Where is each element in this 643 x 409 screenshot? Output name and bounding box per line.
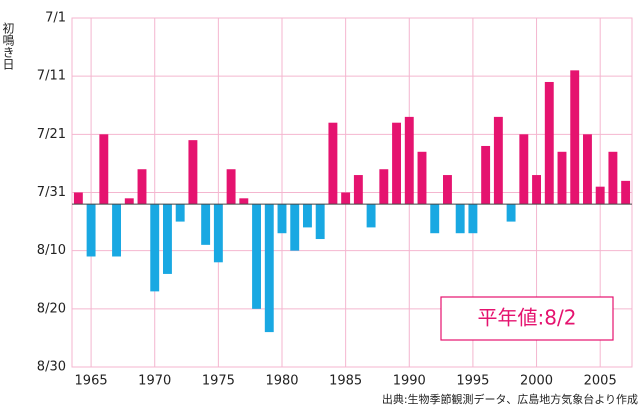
y-tick-label: 7/31 xyxy=(37,185,66,200)
y-tick-label: 7/21 xyxy=(37,127,66,142)
bar xyxy=(163,204,172,274)
bar xyxy=(443,175,452,205)
bar xyxy=(468,204,478,234)
bar xyxy=(226,169,236,205)
bar xyxy=(392,122,401,205)
source-note: 出典:生物季節観測データ、広島地方気象台より作成 xyxy=(382,392,638,406)
bar xyxy=(404,116,414,205)
y-tick-label: 8/30 xyxy=(37,360,66,375)
bar xyxy=(86,204,96,257)
bar xyxy=(519,134,529,205)
bar xyxy=(112,204,121,257)
annotation: 平年値:8/2 xyxy=(478,306,577,330)
bar xyxy=(239,198,249,205)
x-tick-label: 1990 xyxy=(393,374,426,389)
x-tick-label: 2005 xyxy=(584,374,617,389)
bar xyxy=(595,186,605,205)
x-tick-label: 1985 xyxy=(329,374,362,389)
bar xyxy=(532,175,541,205)
bar xyxy=(430,204,440,234)
y-tick-label: 8/10 xyxy=(37,243,66,258)
bar xyxy=(557,151,567,205)
x-tick-label: 1995 xyxy=(456,374,489,389)
bar xyxy=(455,204,465,234)
bar xyxy=(124,198,134,205)
bar xyxy=(264,204,274,333)
y-tick-label: 7/11 xyxy=(37,69,66,84)
bar xyxy=(137,169,147,205)
bar xyxy=(175,204,185,222)
plot-frame xyxy=(71,17,633,368)
bar xyxy=(583,134,592,205)
bar xyxy=(213,204,223,263)
bar xyxy=(188,140,198,205)
bar xyxy=(252,204,261,309)
bar xyxy=(366,204,376,228)
y-tick-label: 7/1 xyxy=(45,11,66,26)
x-tick-label: 2000 xyxy=(520,374,553,389)
bar xyxy=(99,134,109,205)
x-tick-label: 1970 xyxy=(138,374,171,389)
y-tick-label: 8/20 xyxy=(37,301,66,316)
bar xyxy=(493,116,503,205)
bar xyxy=(328,122,338,205)
bar xyxy=(277,204,287,234)
x-tick-label: 1980 xyxy=(265,374,298,389)
bar xyxy=(379,169,389,205)
bar xyxy=(506,204,516,222)
bar xyxy=(544,81,554,205)
bar xyxy=(303,204,312,228)
bar xyxy=(290,204,300,251)
bar xyxy=(608,151,618,205)
x-tick-label: 1965 xyxy=(75,374,108,389)
bar xyxy=(481,145,491,205)
bar xyxy=(341,192,351,205)
bar xyxy=(150,204,160,292)
bar xyxy=(315,204,325,240)
bar xyxy=(73,192,83,205)
bar xyxy=(621,180,631,205)
x-tick-label: 1975 xyxy=(202,374,235,389)
bar xyxy=(570,70,580,205)
y-axis-label: 初鳴き日 xyxy=(1,22,15,70)
bar xyxy=(201,204,211,245)
bar xyxy=(417,151,427,205)
bar xyxy=(353,175,363,205)
annotation-box xyxy=(440,296,614,341)
